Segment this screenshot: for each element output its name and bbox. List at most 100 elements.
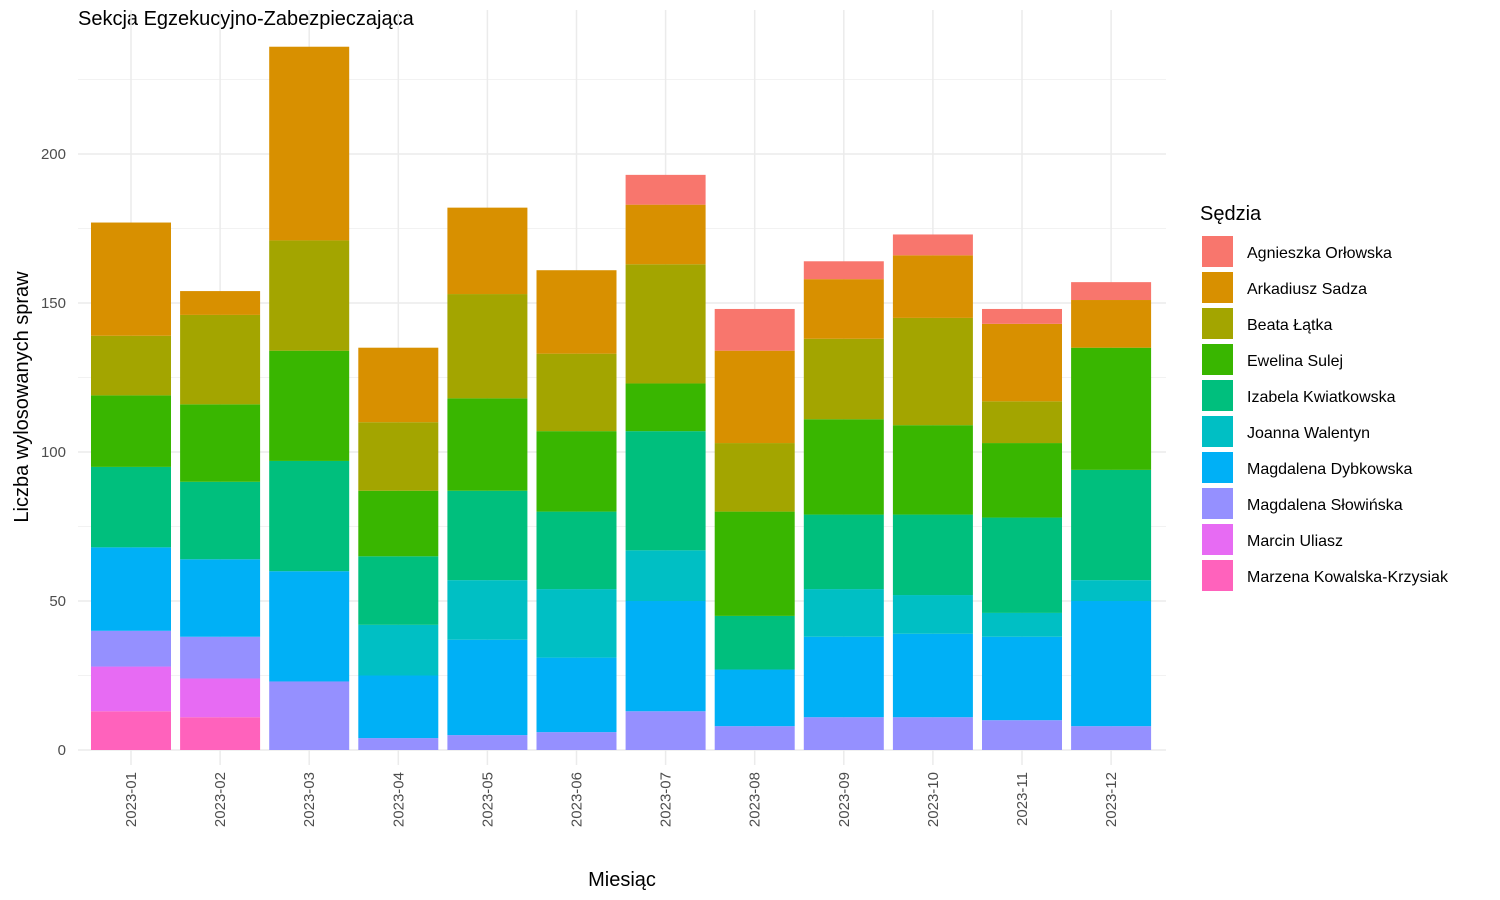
bar-segment (269, 46, 350, 241)
legend-key (1202, 488, 1233, 519)
bar-segment (714, 308, 795, 351)
bar-segment (625, 383, 706, 432)
bar-segment (447, 639, 528, 736)
chart-title: Sekcja Egzekucyjno-Zabezpieczająca (78, 8, 414, 30)
bar-segment (625, 204, 706, 265)
bar-segment (536, 732, 617, 750)
bar-segment (982, 443, 1062, 518)
bar-segment (447, 398, 528, 491)
x-tick-label: 2023-08 (747, 772, 764, 827)
bar-segment (714, 615, 795, 670)
bar-segment (1071, 580, 1152, 601)
bar-segment (892, 717, 973, 750)
bar-segment (91, 547, 171, 631)
bar-segment (714, 726, 795, 750)
bar-segment (803, 589, 884, 637)
legend-key (1202, 452, 1233, 483)
bar-segment (625, 431, 706, 551)
bar-segment (625, 711, 706, 750)
bar-segment (892, 633, 973, 718)
legend-key (1202, 308, 1233, 339)
bar-segment (91, 630, 171, 667)
bar-segment (358, 675, 439, 739)
bar-segment (1071, 347, 1152, 470)
bar-segment (892, 595, 973, 634)
bar-segment (714, 511, 795, 616)
bar-segment (714, 443, 795, 512)
legend-key (1202, 344, 1233, 375)
bar-segment (358, 738, 439, 750)
bar-segment (180, 636, 261, 679)
bar-segment (1071, 726, 1152, 750)
bar-segment (536, 657, 617, 733)
x-tick-label: 2023-06 (569, 772, 586, 827)
bar-segment (358, 347, 439, 423)
legend-label: Ewelina Sulej (1247, 353, 1343, 370)
y-tick-label: 0 (58, 742, 66, 759)
legend-label: Magdalena Słowińska (1247, 497, 1403, 514)
bar-segment (803, 279, 884, 339)
bar-segment (892, 425, 973, 515)
bar-segment (982, 612, 1062, 637)
bar-segment (1071, 601, 1152, 727)
bar-segment (803, 338, 884, 420)
bar-segment (1071, 469, 1152, 581)
bar-segment (180, 404, 261, 482)
bar-segment (447, 294, 528, 399)
legend-label: Magdalena Dybkowska (1247, 461, 1413, 478)
bar-segment (625, 550, 706, 601)
bar-segment (358, 624, 439, 676)
x-tick-label: 2023-02 (212, 772, 229, 827)
bar-segment (269, 571, 350, 682)
legend-label: Marzena Kowalska-Krzysiak (1247, 569, 1449, 586)
bar-segment (180, 314, 261, 405)
bar-segment (447, 580, 528, 640)
bar-segment (892, 514, 973, 596)
bar-segment (803, 514, 884, 590)
bar-segment (625, 601, 706, 712)
legend-label: Agnieszka Orłowska (1247, 245, 1392, 262)
bar-segment (447, 207, 528, 295)
bar-segment (714, 669, 795, 727)
bar-segment (803, 636, 884, 718)
axis-ticks: 0 50 100 150 200 2023-01 2023-02 2023-03 2023-04… (41, 146, 1120, 827)
bar-segment (982, 517, 1062, 613)
x-tick-label: 2023-03 (301, 772, 318, 827)
legend-key (1202, 560, 1233, 591)
x-axis-title: Miesiąc (588, 869, 656, 891)
bar-segment (180, 481, 261, 560)
bar-segment (982, 720, 1062, 750)
legend-key (1202, 272, 1233, 303)
bar-segment (91, 666, 171, 712)
y-tick-label: 50 (49, 593, 66, 610)
bar-segment (91, 222, 171, 336)
bar-segment (180, 678, 261, 718)
y-tick-label: 100 (41, 444, 66, 461)
bar-segment (982, 323, 1062, 402)
bar-segment (180, 559, 261, 637)
legend: Sędzia Agnieszka Orłowska Arkadiusz Sadza… (1200, 203, 1449, 591)
bar-segment (536, 511, 617, 590)
bar-segment (625, 174, 706, 205)
bar-segment (447, 735, 528, 750)
bar-segment (269, 460, 350, 572)
bar-segment (982, 636, 1062, 721)
bar-segment (536, 589, 617, 658)
x-tick-label: 2023-04 (390, 772, 407, 827)
x-tick-label: 2023-12 (1103, 772, 1120, 827)
bar-segment (358, 422, 439, 491)
y-axis-title: Liczba wylosowanych spraw (11, 271, 33, 523)
bar-segment (1071, 282, 1152, 301)
legend-label: Marcin Uliasz (1247, 533, 1343, 550)
bar-segment (91, 395, 171, 467)
x-tick-label: 2023-11 (1014, 772, 1031, 826)
bar-segment (91, 335, 171, 396)
bar-segment (269, 681, 350, 750)
bar-segment (180, 717, 261, 750)
bar-segment (1071, 300, 1152, 348)
legend-key (1202, 416, 1233, 447)
bar-segment (892, 234, 973, 256)
bar-segment (803, 717, 884, 750)
bar-segment (269, 240, 350, 351)
legend-label: Beata Łątka (1247, 317, 1333, 334)
